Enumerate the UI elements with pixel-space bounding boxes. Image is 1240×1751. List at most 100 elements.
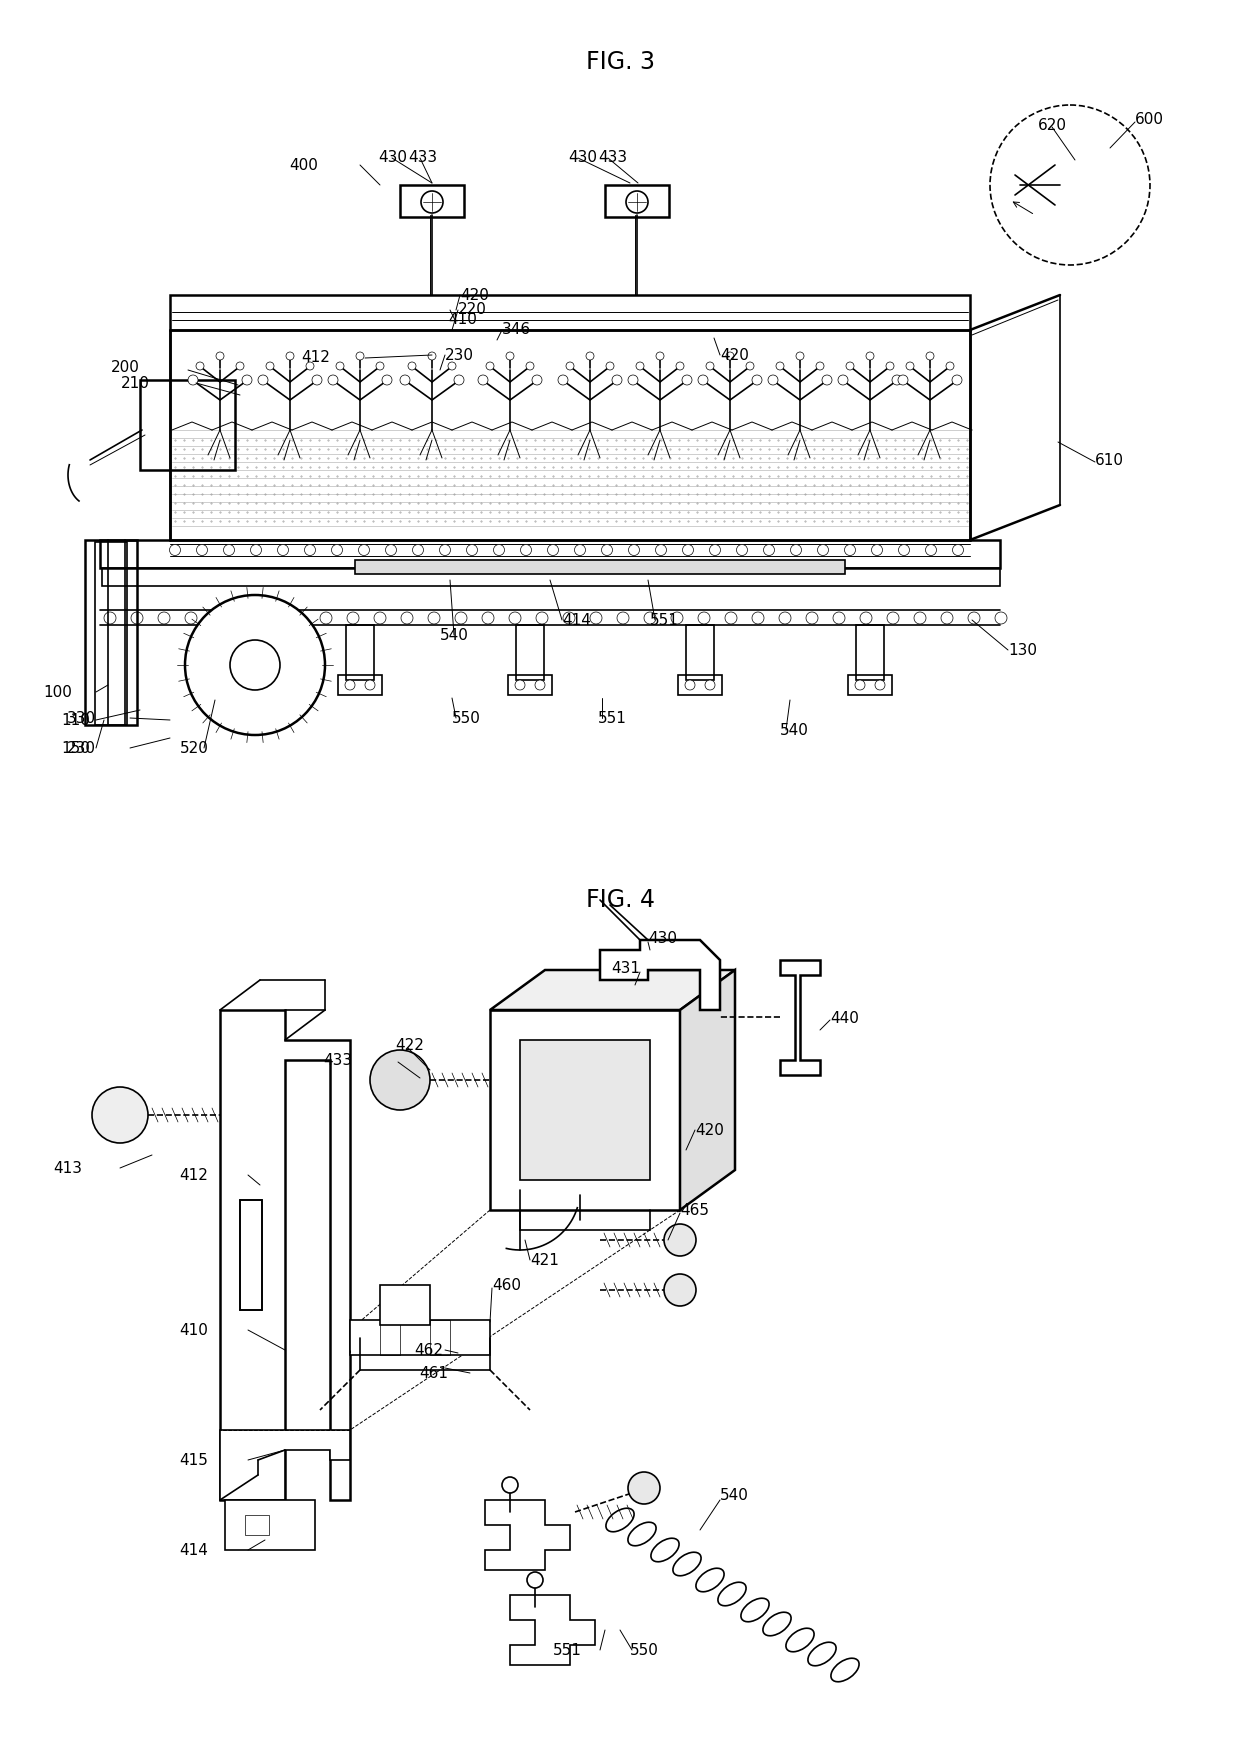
Text: FIG. 3: FIG. 3 (585, 51, 655, 74)
Circle shape (239, 613, 250, 623)
Polygon shape (219, 1010, 350, 1501)
Bar (102, 567, 999, 587)
Bar (856, 625, 884, 679)
Circle shape (482, 613, 494, 623)
Circle shape (866, 352, 874, 361)
Circle shape (601, 545, 613, 555)
Circle shape (682, 375, 692, 385)
Circle shape (751, 375, 763, 385)
Bar (508, 674, 552, 695)
Text: 421: 421 (529, 1252, 559, 1268)
Text: FIG. 4: FIG. 4 (585, 888, 655, 912)
Circle shape (636, 362, 644, 369)
Bar (520, 1040, 650, 1180)
Text: 100: 100 (43, 685, 72, 699)
Circle shape (242, 375, 252, 385)
Circle shape (618, 613, 629, 623)
Circle shape (952, 375, 962, 385)
Circle shape (899, 545, 909, 555)
Circle shape (656, 545, 667, 555)
Text: 431: 431 (611, 961, 640, 975)
Text: 220: 220 (458, 303, 487, 317)
Circle shape (331, 545, 342, 555)
Circle shape (376, 362, 384, 369)
Circle shape (816, 362, 825, 369)
Circle shape (796, 352, 804, 361)
Circle shape (306, 362, 314, 369)
Circle shape (401, 613, 413, 623)
Text: 430: 430 (568, 151, 596, 166)
Bar (140, 380, 236, 469)
Text: 600: 600 (1135, 112, 1164, 128)
Text: 620: 620 (1038, 117, 1066, 133)
Circle shape (725, 352, 734, 361)
Ellipse shape (673, 1551, 701, 1576)
Circle shape (875, 679, 885, 690)
Text: 230: 230 (67, 741, 95, 755)
Text: 462: 462 (414, 1343, 443, 1357)
Circle shape (502, 1478, 518, 1494)
Circle shape (515, 679, 525, 690)
Circle shape (644, 613, 656, 623)
Circle shape (737, 545, 748, 555)
Text: 540: 540 (780, 723, 808, 737)
Circle shape (846, 362, 854, 369)
Text: 610: 610 (1095, 452, 1123, 468)
Circle shape (563, 613, 575, 623)
Circle shape (336, 362, 343, 369)
Circle shape (534, 679, 546, 690)
Circle shape (925, 545, 936, 555)
Text: 422: 422 (396, 1038, 424, 1052)
Circle shape (428, 613, 440, 623)
Circle shape (477, 375, 489, 385)
Circle shape (157, 613, 170, 623)
Ellipse shape (651, 1537, 680, 1562)
Text: 413: 413 (53, 1161, 82, 1175)
Text: 400: 400 (289, 158, 317, 173)
Ellipse shape (786, 1628, 815, 1651)
Text: 551: 551 (553, 1642, 582, 1658)
Circle shape (682, 545, 693, 555)
Text: 414: 414 (562, 613, 591, 627)
Circle shape (229, 641, 280, 690)
Polygon shape (600, 940, 720, 1010)
Circle shape (305, 545, 315, 555)
Circle shape (898, 375, 908, 385)
Circle shape (914, 613, 926, 623)
Text: 420: 420 (460, 287, 489, 303)
Circle shape (356, 352, 365, 361)
Bar (350, 1320, 490, 1355)
Circle shape (267, 613, 278, 623)
Circle shape (629, 545, 640, 555)
Circle shape (725, 613, 737, 623)
Bar (355, 560, 844, 574)
Bar (379, 1285, 430, 1326)
Circle shape (698, 375, 708, 385)
Text: 433: 433 (322, 1052, 352, 1068)
Bar (379, 1320, 401, 1355)
Ellipse shape (742, 1599, 769, 1621)
Bar (246, 1515, 269, 1536)
Text: 200: 200 (112, 361, 140, 375)
Circle shape (764, 545, 775, 555)
Circle shape (671, 613, 683, 623)
Circle shape (676, 362, 684, 369)
Circle shape (627, 1473, 660, 1504)
Circle shape (768, 375, 777, 385)
Circle shape (536, 613, 548, 623)
Text: 346: 346 (502, 322, 531, 338)
Circle shape (223, 545, 234, 555)
Circle shape (590, 613, 601, 623)
Text: 433: 433 (408, 151, 438, 166)
Circle shape (358, 545, 370, 555)
Circle shape (185, 595, 325, 735)
Text: 540: 540 (720, 1488, 749, 1502)
Circle shape (250, 545, 262, 555)
Circle shape (706, 679, 715, 690)
Circle shape (887, 362, 894, 369)
Circle shape (526, 362, 534, 369)
Circle shape (455, 613, 467, 623)
Ellipse shape (831, 1658, 859, 1681)
Ellipse shape (627, 1522, 656, 1546)
Text: 130: 130 (1008, 643, 1037, 657)
